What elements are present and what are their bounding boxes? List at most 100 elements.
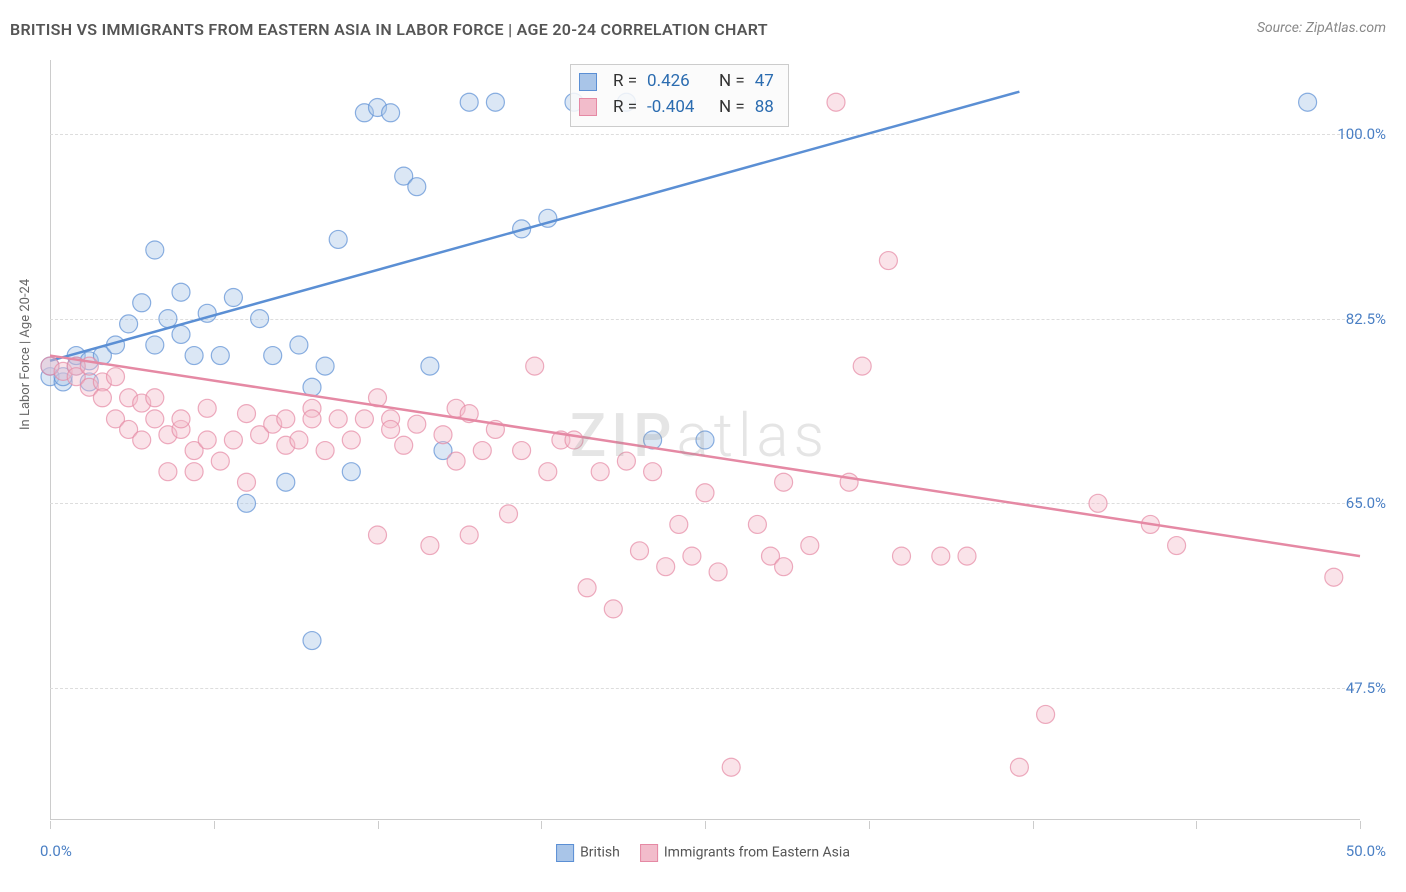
source-label: Source: ZipAtlas.com xyxy=(1257,20,1386,36)
scatter-point xyxy=(932,547,950,565)
scatter-point xyxy=(421,357,439,375)
scatter-point xyxy=(801,537,819,555)
scatter-point xyxy=(185,463,203,481)
scatter-point xyxy=(277,473,295,491)
y-axis-label: In Labor Force | Age 20-24 xyxy=(18,279,33,430)
stats-swatch xyxy=(579,73,597,91)
scatter-point xyxy=(578,579,596,597)
x-tick xyxy=(50,821,51,829)
legend-label: Immigrants from Eastern Asia xyxy=(664,845,850,861)
chart-container: BRITISH VS IMMIGRANTS FROM EASTERN ASIA … xyxy=(0,0,1406,892)
x-tick xyxy=(705,821,706,829)
scatter-point xyxy=(316,442,334,460)
scatter-point xyxy=(879,252,897,270)
scatter-point xyxy=(1037,705,1055,723)
scatter-point xyxy=(107,368,125,386)
scatter-point xyxy=(120,315,138,333)
x-axis-label-max: 50.0% xyxy=(1346,842,1386,860)
scatter-point xyxy=(421,537,439,555)
scatter-point xyxy=(696,431,714,449)
legend-swatch xyxy=(556,844,574,862)
scatter-point xyxy=(146,389,164,407)
scatter-point xyxy=(316,357,334,375)
scatter-point xyxy=(1299,93,1317,111)
scatter-point xyxy=(775,558,793,576)
scatter-point xyxy=(172,325,190,343)
scatter-point xyxy=(224,431,242,449)
scatter-point xyxy=(303,632,321,650)
scatter-point xyxy=(670,515,688,533)
scatter-point xyxy=(473,442,491,460)
scatter-point xyxy=(133,294,151,312)
scatter-point xyxy=(486,93,504,111)
scatter-point xyxy=(382,420,400,438)
scatter-point xyxy=(159,310,177,328)
scatter-point xyxy=(290,336,308,354)
n-value: 88 xyxy=(755,95,774,121)
n-label: N = xyxy=(719,95,745,121)
scatter-point xyxy=(329,230,347,248)
scatter-point xyxy=(224,289,242,307)
scatter-point xyxy=(185,347,203,365)
r-value: 0.426 xyxy=(647,69,709,95)
scatter-point xyxy=(172,410,190,428)
scatter-point xyxy=(500,505,518,523)
scatter-point xyxy=(133,431,151,449)
scatter-point xyxy=(290,431,308,449)
legend-swatch xyxy=(640,844,658,862)
scatter-point xyxy=(303,410,321,428)
trend-line xyxy=(50,356,1360,557)
scatter-point xyxy=(408,415,426,433)
scatter-point xyxy=(526,357,544,375)
scatter-point xyxy=(329,410,347,428)
scatter-point xyxy=(395,436,413,454)
scatter-point xyxy=(382,104,400,122)
trend-line xyxy=(50,92,1019,361)
scatter-point xyxy=(657,558,675,576)
scatter-point xyxy=(617,452,635,470)
x-tick xyxy=(1033,821,1034,829)
x-tick xyxy=(1196,821,1197,829)
legend-label: British xyxy=(580,845,620,861)
scatter-point xyxy=(238,494,256,512)
x-tick xyxy=(869,821,870,829)
r-value: -0.404 xyxy=(647,95,709,121)
scatter-point xyxy=(172,283,190,301)
scatter-point xyxy=(775,473,793,491)
scatter-point xyxy=(631,542,649,560)
scatter-point xyxy=(539,463,557,481)
scatter-point xyxy=(264,347,282,365)
scatter-point xyxy=(146,410,164,428)
scatter-point xyxy=(722,758,740,776)
correlation-stats-box: R = 0.426 N = 47R = -0.404 N = 88 xyxy=(570,64,789,127)
r-label: R = xyxy=(613,69,637,95)
scatter-point xyxy=(591,463,609,481)
scatter-point xyxy=(644,463,662,481)
scatter-point xyxy=(709,563,727,581)
scatter-point xyxy=(447,452,465,470)
r-label: R = xyxy=(613,95,637,121)
scatter-point xyxy=(251,310,269,328)
scatter-point xyxy=(159,463,177,481)
scatter-point xyxy=(513,442,531,460)
scatter-point xyxy=(827,93,845,111)
scatter-point xyxy=(211,347,229,365)
stats-row: R =0.426N =47 xyxy=(579,69,774,95)
scatter-point xyxy=(146,241,164,259)
n-value: 47 xyxy=(755,69,774,95)
scatter-point xyxy=(277,410,295,428)
x-tick xyxy=(378,821,379,829)
legend: British Immigrants from Eastern Asia xyxy=(556,844,850,862)
scatter-point xyxy=(369,526,387,544)
stats-row: R = -0.404 N = 88 xyxy=(579,95,774,121)
scatter-point xyxy=(238,405,256,423)
legend-item: Immigrants from Eastern Asia xyxy=(640,844,850,862)
scatter-point xyxy=(198,431,216,449)
x-tick xyxy=(1360,821,1361,829)
scatter-point xyxy=(1089,494,1107,512)
scatter-point xyxy=(1325,568,1343,586)
scatter-point xyxy=(604,600,622,618)
scatter-point xyxy=(958,547,976,565)
scatter-point xyxy=(408,178,426,196)
scatter-point xyxy=(211,452,229,470)
